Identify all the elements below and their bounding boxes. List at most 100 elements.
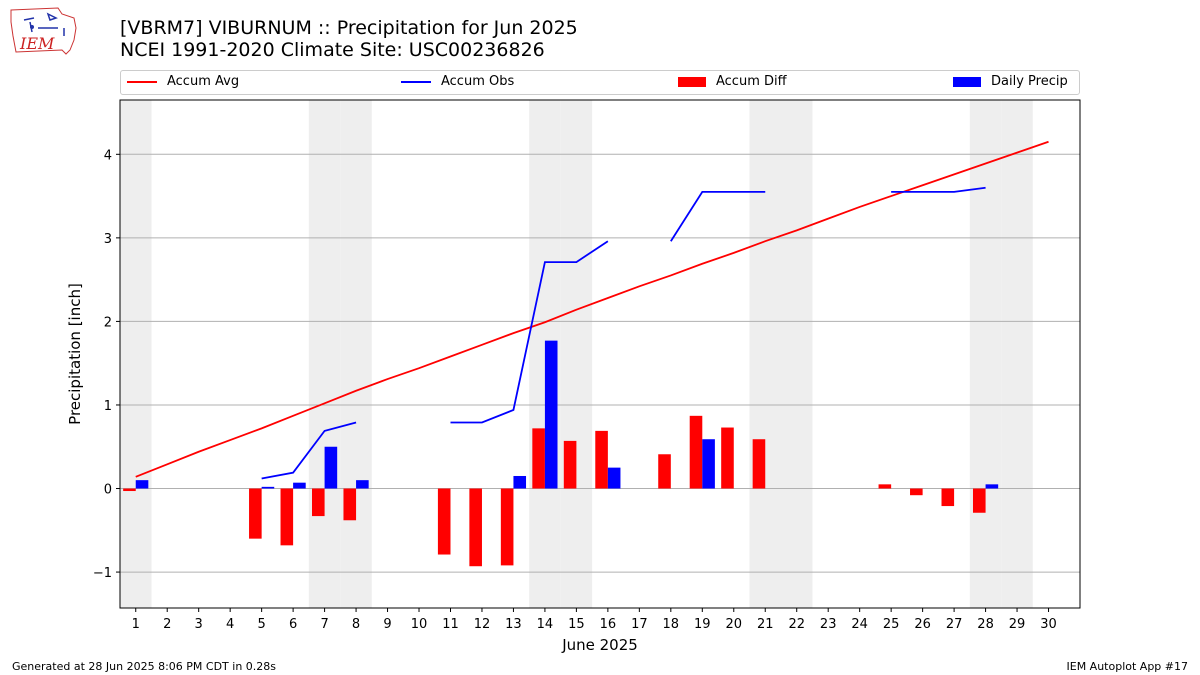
app-footer: IEM Autoplot App #17 [1066,660,1189,673]
daily-precip-bar [261,486,275,489]
x-tick-label: 20 [725,617,742,632]
accum-diff-bar [878,484,892,489]
accum-diff-bar [595,430,608,489]
weekend-shade [120,100,152,608]
title-line-2: NCEI 1991-2020 Climate Site: USC00236826 [120,39,545,61]
x-tick-label: 15 [568,617,585,632]
legend-swatch [678,76,706,87]
weekend-shade [1001,100,1033,608]
daily-precip-bar [985,484,999,489]
x-tick-label: 1 [132,617,140,632]
daily-precip-bar [356,480,369,489]
x-tick-label: 25 [883,617,900,632]
logo-text: IEM [19,34,55,53]
x-tick-label: 9 [383,617,391,632]
x-tick-label: 18 [663,617,680,632]
accum-obs-line [670,191,766,242]
daily-precip-bar [702,439,715,489]
x-tick-label: 14 [537,617,554,632]
legend-swatch [953,76,981,87]
legend-item-accum-avg: Accum Avg [127,74,239,89]
daily-precip-bar [324,446,338,489]
daily-precip-bar [293,482,306,489]
y-axis-label: Precipitation [inch] [66,283,84,425]
daily-precip-bar [135,480,149,489]
x-tick-label: 5 [257,617,265,632]
weekend-shade [560,100,593,608]
x-tick-label: 27 [946,617,963,632]
x-tick-label: 12 [474,617,491,632]
daily-precip-bar [607,467,621,489]
x-tick-label: 8 [352,617,360,632]
x-tick-label: 4 [226,617,234,632]
x-tick-label: 19 [694,617,711,632]
legend-item-accum-diff: Accum Diff [678,74,787,89]
accum-obs-line [450,240,609,424]
legend-label: Daily Precip [991,74,1068,89]
x-tick-label: 17 [631,617,648,632]
daily-precip-bar [513,475,527,489]
legend-label: Accum Avg [167,74,240,89]
x-tick-label: 13 [505,617,522,632]
x-tick-label: 28 [977,617,994,632]
legend-item-accum-obs: Accum Obs [401,74,514,89]
accum-obs-line [891,186,986,193]
x-tick-label: 11 [442,617,459,632]
x-tick-label: 30 [1040,617,1057,632]
accum-diff-bar [689,415,703,489]
x-tick-label: 3 [195,617,203,632]
y-tick-label: 3 [104,232,112,247]
weekend-shade [749,100,781,608]
accum-avg-line [135,140,1049,478]
accum-diff-bar [437,488,451,555]
x-tick-label: 29 [1009,617,1026,632]
x-axis-label: June 2025 [561,636,638,654]
accum-diff-bar [941,488,955,507]
x-tick-label: 16 [600,617,617,632]
title-line-1: [VBRM7] VIBURNUM :: Precipitation for Ju… [120,17,578,39]
accum-diff-bar [752,439,766,489]
iem-logo: IEM [10,7,77,55]
accum-diff-bar [312,488,325,517]
chart-legend: Accum Avg Accum Obs Accum Diff Daily Pre… [120,70,1080,95]
accum-diff-bar [563,440,577,489]
weekend-shade [308,100,341,608]
weekend-shade [969,100,1002,608]
x-tick-label: 26 [914,617,931,632]
plot-frame [119,99,1081,609]
accum-diff-bar [972,488,986,513]
x-tick-label: 7 [320,617,328,632]
accum-obs-line [261,421,357,480]
y-tick-label: 2 [104,315,112,330]
x-tick-label: 24 [851,617,868,632]
accum-diff-bar [469,488,482,567]
x-tick-label: 6 [289,617,297,632]
x-tick-label: 23 [820,617,837,632]
x-tick-label: 21 [757,617,774,632]
accum-diff-bar [721,427,734,489]
x-tick-label: 2 [163,617,171,632]
legend-label: Accum Diff [716,74,787,89]
legend-item-daily-precip: Daily Precip [953,74,1068,89]
legend-swatch [127,80,157,83]
y-tick-label: 0 [104,483,112,498]
accum-diff-bar [910,488,923,496]
y-tick-label: 1 [104,399,112,414]
generated-footer: Generated at 28 Jun 2025 8:06 PM CDT in … [12,660,277,673]
x-tick-label: 10 [411,617,428,632]
daily-precip-bar [544,340,558,489]
accum-diff-bar [280,488,294,546]
y-tick-label: 4 [104,148,112,163]
accum-diff-bar [343,488,357,521]
legend-label: Accum Obs [441,74,515,89]
weekend-shade [340,100,372,608]
y-tick-label: −1 [93,566,112,581]
weekend-shade [780,100,813,608]
legend-swatch [401,80,431,83]
accum-diff-bar [500,488,514,566]
accum-diff-bar [658,454,671,489]
accum-diff-bar [249,488,262,539]
x-tick-label: 22 [788,617,805,632]
chart-title: [VBRM7] VIBURNUM :: Precipitation for Ju… [120,17,578,61]
